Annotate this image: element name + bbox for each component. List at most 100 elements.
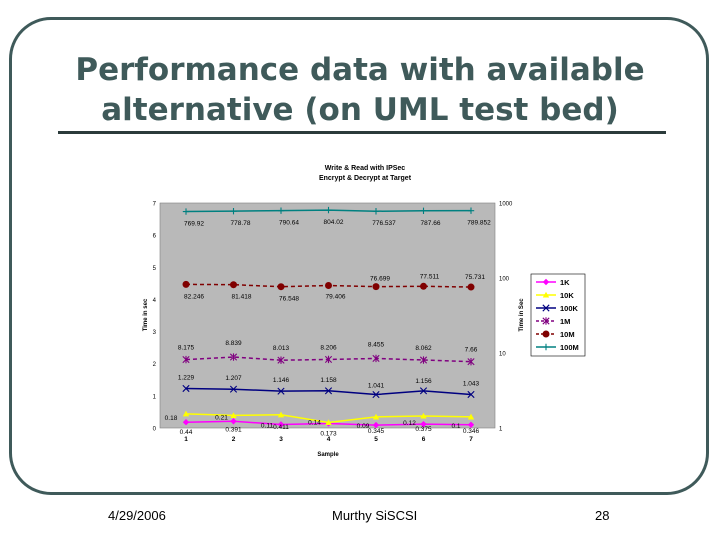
data-point-100k bbox=[372, 390, 380, 399]
data-point-1k bbox=[230, 418, 237, 425]
data-point-1k bbox=[372, 421, 380, 429]
data-label-1m: 8.013 bbox=[273, 345, 290, 352]
data-point-10k bbox=[372, 413, 380, 420]
data-label-1k: 0.18 bbox=[165, 415, 178, 422]
data-label-10m: 75.731 bbox=[465, 274, 485, 281]
data-label-1k: 0.11 bbox=[261, 422, 274, 429]
data-point-100k bbox=[467, 390, 475, 399]
data-label-100k: 1.043 bbox=[463, 380, 480, 387]
legend-marker-10k bbox=[542, 291, 550, 298]
left-axis-tick-label: 4 bbox=[153, 298, 157, 304]
slide-title: Performance data with available alternat… bbox=[40, 50, 680, 130]
data-point-10m bbox=[230, 281, 237, 289]
data-point-10k bbox=[325, 419, 332, 425]
data-label-1k: 0.14 bbox=[308, 420, 321, 427]
data-label-100m: 787.66 bbox=[421, 220, 441, 227]
data-label-10k: 0.173 bbox=[320, 430, 337, 437]
data-label-10k: 0.375 bbox=[415, 426, 432, 433]
left-axis-tick-label: 3 bbox=[153, 330, 157, 336]
legend-entry-1k: 1K bbox=[560, 278, 570, 287]
data-point-1m bbox=[277, 356, 285, 364]
left-axis-tick-label: 1 bbox=[153, 394, 157, 400]
slide-title-line-2: alternative (on UML test bed) bbox=[101, 92, 619, 128]
data-label-100k: 1.207 bbox=[225, 375, 242, 382]
left-axis-tick-label: 0 bbox=[153, 427, 157, 433]
data-label-1m: 7.66 bbox=[465, 347, 478, 354]
right-axis-title: Time in Sec bbox=[519, 298, 525, 332]
data-point-1k bbox=[277, 421, 285, 428]
legend-entry-100k: 100K bbox=[560, 304, 579, 313]
data-label-100m: 776.537 bbox=[372, 220, 396, 227]
legend-entry-10k: 10K bbox=[560, 291, 574, 300]
data-label-10m: 76.699 bbox=[370, 276, 390, 283]
x-axis-tick-label: 5 bbox=[374, 436, 378, 443]
data-point-10k bbox=[420, 412, 427, 419]
left-axis-title: Time in sec bbox=[143, 298, 149, 331]
data-point-10m bbox=[325, 282, 332, 290]
right-axis-tick-label: 10 bbox=[499, 352, 506, 358]
data-point-10k bbox=[230, 412, 237, 418]
chart-title-line-1: Write & Read with IPSec bbox=[325, 165, 405, 172]
data-point-100m bbox=[230, 207, 237, 215]
data-point-100m bbox=[325, 206, 332, 214]
data-point-1m bbox=[467, 357, 475, 366]
data-label-100k: 1.229 bbox=[178, 374, 195, 381]
legend-marker-1k bbox=[542, 278, 550, 286]
data-label-1k: 0.09 bbox=[357, 423, 370, 430]
data-label-100m: 789.852 bbox=[467, 220, 491, 227]
data-point-10m bbox=[420, 282, 427, 290]
data-point-10m bbox=[372, 283, 380, 291]
title-underline bbox=[58, 131, 666, 134]
data-point-100k bbox=[324, 387, 333, 395]
data-label-10m: 82.246 bbox=[184, 293, 204, 300]
data-point-1m bbox=[372, 354, 380, 363]
data-label-100m: 804.02 bbox=[324, 219, 344, 226]
data-label-10m: 76.548 bbox=[279, 296, 299, 303]
data-label-1m: 8.455 bbox=[368, 341, 385, 348]
slide-title-line-1: Performance data with available bbox=[75, 52, 645, 88]
data-point-100k bbox=[277, 387, 285, 395]
data-label-1m: 8.175 bbox=[178, 345, 195, 352]
data-point-10m bbox=[277, 283, 285, 291]
data-point-100m bbox=[277, 207, 285, 214]
data-point-10k bbox=[182, 410, 190, 417]
data-label-1k: 0.21 bbox=[215, 414, 228, 421]
footer-date: 4/29/2006 bbox=[108, 508, 166, 523]
footer-author: Murthy SiSCSI bbox=[332, 508, 418, 523]
left-axis-tick-label: 7 bbox=[153, 202, 157, 208]
data-label-100k: 1.156 bbox=[415, 378, 432, 385]
data-point-10k bbox=[467, 413, 475, 420]
data-label-100m: 769.92 bbox=[184, 221, 204, 228]
data-point-1m bbox=[229, 353, 238, 361]
data-label-100k: 1.041 bbox=[368, 383, 385, 390]
data-label-10k: 0.44 bbox=[180, 429, 193, 436]
data-point-100k bbox=[419, 387, 428, 395]
chart-title-line-2: Encrypt & Decrypt at Target bbox=[319, 175, 412, 182]
data-label-10k: 0.345 bbox=[368, 428, 385, 435]
data-label-1m: 8.206 bbox=[320, 344, 337, 351]
slide-frame bbox=[9, 17, 709, 495]
legend-entry-100m: 100M bbox=[560, 343, 579, 352]
x-axis-tick-label: 3 bbox=[279, 436, 283, 443]
right-axis-tick-label: 1000 bbox=[499, 202, 513, 208]
legend-box bbox=[530, 273, 586, 357]
data-label-100k: 1.146 bbox=[273, 377, 290, 384]
x-axis-tick-label: 7 bbox=[469, 436, 473, 443]
right-axis-tick-label: 1 bbox=[499, 427, 503, 433]
data-point-100m bbox=[467, 207, 475, 214]
data-label-10m: 79.406 bbox=[326, 294, 346, 301]
data-point-1k bbox=[182, 419, 190, 426]
legend-entry-1m: 1M bbox=[560, 317, 570, 326]
x-axis-tick-label: 6 bbox=[422, 436, 426, 443]
legend-marker-100m bbox=[542, 343, 550, 351]
left-axis-tick-label: 5 bbox=[153, 266, 157, 272]
x-axis-title: Sample bbox=[317, 452, 339, 458]
data-label-10m: 81.418 bbox=[232, 294, 252, 301]
data-point-1m bbox=[419, 356, 428, 364]
legend-marker-1m bbox=[542, 317, 550, 325]
data-point-1m bbox=[324, 355, 333, 364]
data-point-100m bbox=[420, 207, 427, 214]
data-point-1k bbox=[420, 420, 427, 428]
data-point-100k bbox=[229, 385, 238, 393]
